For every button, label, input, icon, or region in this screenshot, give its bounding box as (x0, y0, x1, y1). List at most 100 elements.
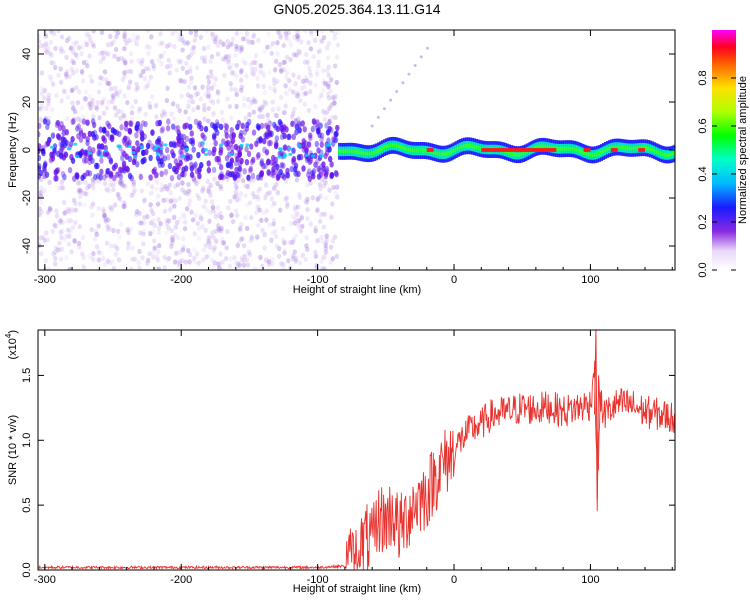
heat-cell (87, 183, 92, 189)
heat-cell (262, 99, 267, 105)
heat-cell (255, 234, 260, 240)
heat-cell (167, 206, 173, 213)
heat-cell (78, 188, 84, 194)
heat-cell (122, 201, 128, 207)
heat-cell (299, 85, 304, 91)
heat-cell (304, 78, 309, 84)
heat-cell (208, 58, 213, 65)
heat-cell (243, 192, 248, 199)
heat-cell (38, 235, 43, 241)
heat-cell (209, 198, 215, 205)
heat-cell (319, 38, 325, 44)
heat-band-peak (350, 149, 354, 154)
heat-cell (91, 185, 96, 191)
heat-cell (150, 129, 155, 136)
heat-cell (122, 31, 128, 37)
heat-cell (163, 183, 168, 190)
heat-cell (145, 30, 150, 34)
heat-cell (199, 55, 205, 61)
heat-cell (42, 172, 47, 180)
heat-cell (247, 167, 253, 174)
heat-cell (55, 119, 61, 127)
heat-cell (144, 148, 149, 156)
heat-cell (296, 36, 301, 42)
heat-cell (303, 90, 309, 96)
heat-cell (213, 39, 218, 45)
heat-cell (53, 169, 58, 176)
heat-cell (210, 204, 215, 210)
heat-cell (278, 94, 284, 101)
heat-band-peak (522, 151, 526, 156)
heat-cell (214, 155, 219, 163)
heat-cell (88, 38, 93, 44)
heat-cell (192, 85, 198, 91)
heat-cell (261, 83, 266, 90)
heat-cell (276, 253, 282, 259)
heat-cell (159, 187, 164, 193)
heat-band-peak (405, 147, 409, 152)
heat-cell (202, 107, 207, 113)
heat-cell (114, 34, 119, 40)
heat-cell (70, 224, 76, 230)
heat-cell (287, 239, 293, 246)
heat-cell (105, 42, 111, 48)
heat-cell (219, 228, 224, 234)
heat-cell (272, 86, 277, 92)
heat-cell (206, 87, 211, 93)
heat-cell (135, 34, 140, 40)
heat-cell (156, 243, 162, 249)
heat-cell (102, 69, 108, 75)
heat-cell (323, 195, 328, 201)
heat-cell (263, 258, 268, 264)
heat-cell (126, 240, 131, 246)
heat-band-peak (344, 149, 348, 154)
heat-cell (115, 30, 121, 36)
heat-cell (148, 174, 154, 181)
heat-cell (88, 73, 93, 80)
heat-cell (320, 254, 326, 261)
heat-band-peak (606, 147, 610, 152)
heat-band-peak (479, 146, 483, 151)
heat-cell (71, 60, 77, 66)
heat-cell (183, 259, 189, 265)
heat-cell (41, 43, 47, 49)
heat-cell (121, 200, 127, 206)
heat-cell (120, 154, 125, 162)
heat-band-peak (444, 152, 448, 156)
heat-cell (303, 140, 309, 147)
spectrogram-x-axis: -300 -200 -100 0 100 (34, 30, 673, 286)
heat-cell (230, 70, 235, 76)
heat-cell (42, 96, 47, 102)
heat-band-peak (571, 146, 575, 151)
heat-cell (213, 139, 218, 147)
heat-cell (239, 77, 244, 83)
y-tick-label: 1.5 (21, 368, 33, 383)
heat-cell (79, 68, 85, 75)
heat-band-peak (509, 151, 513, 156)
heat-cell (327, 125, 332, 133)
heat-cell (242, 253, 248, 259)
heat-cell (256, 204, 261, 210)
heat-cell (187, 188, 192, 195)
heat-cell (108, 156, 113, 163)
heat-band-peak (581, 150, 585, 155)
heat-cell (122, 70, 127, 76)
heat-cell (43, 258, 49, 264)
heat-cell (139, 220, 144, 226)
heat-cell (317, 182, 323, 188)
heat-cell (253, 210, 259, 216)
heat-cell (38, 33, 41, 39)
heat-cell (129, 192, 135, 198)
heat-cell (90, 201, 96, 207)
heat-cell (239, 46, 244, 53)
heat-cell (201, 106, 207, 113)
heat-cell (234, 43, 239, 49)
heat-cell (293, 233, 299, 239)
snr-y-title: SNR (10 * v/v) (7, 415, 19, 485)
heat-cell (329, 126, 334, 134)
heat-cell-peak (304, 153, 309, 157)
heat-band-peak (424, 148, 428, 153)
heat-cell (229, 115, 234, 121)
heat-cell (229, 157, 235, 164)
heat-cell (240, 122, 245, 130)
